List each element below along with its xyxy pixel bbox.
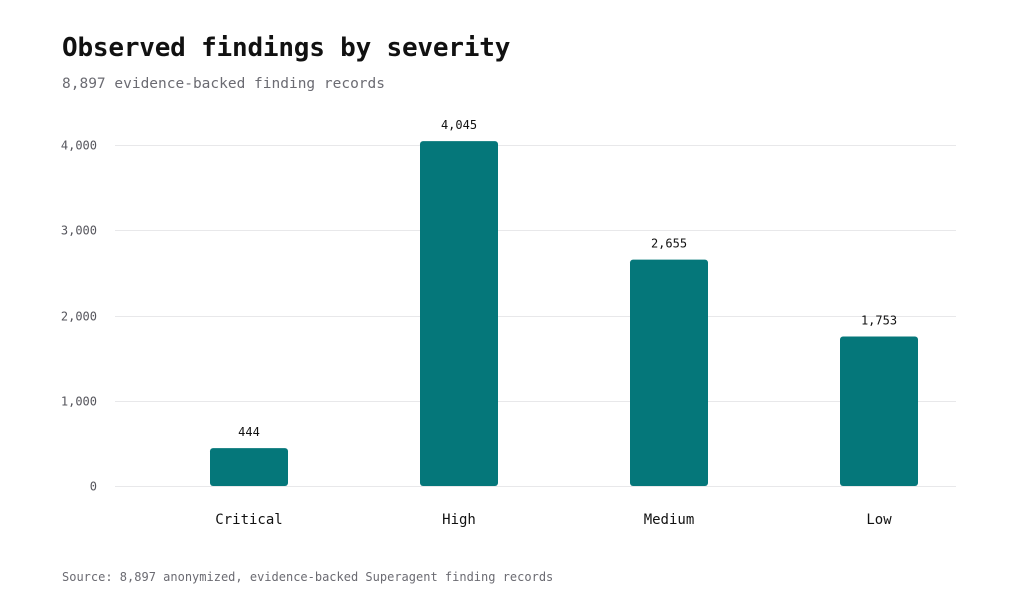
y-tick-label: 1,000 [61,395,97,409]
bars [210,141,918,486]
bar-low [840,336,918,486]
bar-value-label: 2,655 [651,237,687,251]
source-note: Source: 8,897 anonymized, evidence-backe… [62,570,554,584]
bar-medium [630,259,708,486]
chart-subtitle: 8,897 evidence-backed finding records [62,76,386,92]
y-axis-ticks: 0 1,000 2,000 3,000 4,000 [61,139,97,494]
bar-value-label: 444 [238,425,260,439]
category-label: Low [866,512,892,528]
bar-value-label: 1,753 [861,314,897,328]
bar-value-labels: 444 4,045 2,655 1,753 [238,118,897,439]
y-tick-label: 2,000 [61,310,97,324]
gridlines [115,145,956,487]
chart-title: Observed findings by severity [62,33,511,63]
category-label: Medium [644,512,695,528]
category-label: Critical [215,512,282,528]
bar-value-label: 4,045 [441,118,477,132]
y-tick-label: 0 [90,480,97,494]
x-axis-categories: Critical High Medium Low [215,512,892,528]
y-tick-label: 3,000 [61,224,97,238]
bar-high [420,141,498,486]
category-label: High [442,512,476,528]
bar-critical [210,448,288,486]
y-tick-label: 4,000 [61,139,97,153]
